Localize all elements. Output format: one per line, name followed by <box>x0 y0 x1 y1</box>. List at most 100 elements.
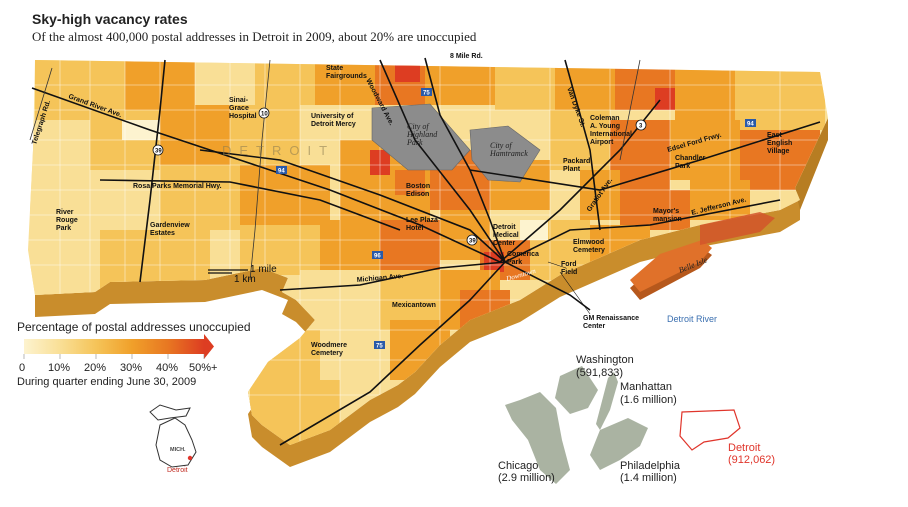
label-east-english-village: East English Village <box>767 132 792 155</box>
label-line: Detroit Mercy <box>311 121 356 128</box>
highway-75-label-south: 75 <box>376 344 383 350</box>
highway-39-shield-north <box>152 144 164 156</box>
label-detroit-inset: Detroit <box>167 467 188 474</box>
label-8-mile-rd: 8 Mile Rd. <box>450 53 483 60</box>
label-line: mansion <box>653 216 682 223</box>
label-line: Grace <box>229 105 249 112</box>
highland-park-area <box>371 103 471 171</box>
waterfront <box>700 212 775 245</box>
label-line: Center <box>583 323 605 330</box>
label-chicago: Chicago <box>498 460 538 472</box>
highway-94-label: 94 <box>278 169 285 175</box>
label-line: Field <box>561 269 577 276</box>
label-mich: MICH. <box>170 447 186 453</box>
label-michigan-ave: Michigan Ave. <box>357 273 404 284</box>
label-detroit-compare-value: (912,062) <box>728 454 775 466</box>
gm-leader-line <box>559 271 591 315</box>
label-ford-field: Ford Field <box>561 261 577 276</box>
label-line: Park <box>675 163 690 170</box>
belle-isle <box>630 240 712 300</box>
label-detroit-river: Detroit River <box>667 314 717 324</box>
label-line: Highland <box>406 130 438 139</box>
label-state-fairgrounds: State Fairgrounds <box>326 65 367 80</box>
manhattan-shape <box>596 372 618 430</box>
michigan-inset-map: MICH. Detroit <box>149 404 197 474</box>
philadelphia-shape <box>590 418 648 470</box>
label-line: GM Renaissance <box>583 315 639 322</box>
label-line: Park <box>406 138 423 147</box>
label-line: English <box>767 140 792 147</box>
label-line: Park <box>56 225 71 232</box>
legend-tick-40: 40% <box>156 362 179 374</box>
highway-3-label: 3 <box>639 124 643 130</box>
label-line: Airport <box>590 139 614 146</box>
label-mexicantown: Mexicantown <box>392 302 436 309</box>
label-philadelphia-value: (1.4 million) <box>620 472 677 484</box>
label-line: University of <box>311 113 354 120</box>
label-line: Cemetery <box>573 247 605 254</box>
highway-10-shield <box>258 107 270 119</box>
scale-bar: 1 mile 1 km <box>208 264 277 285</box>
label-line: Sinai- <box>229 97 249 104</box>
label-line: Coleman <box>590 115 620 122</box>
hamtramck-area <box>469 125 541 183</box>
legend-scale <box>23 334 214 359</box>
label-line: Gardenview <box>150 222 190 229</box>
label-line: International <box>590 131 632 138</box>
highway-94-label-east: 94 <box>747 122 754 128</box>
label-line: Comerica <box>507 251 539 258</box>
highway-75-shield-north <box>421 88 432 96</box>
label-boston-edison: Boston Edison <box>406 183 430 198</box>
highway-75-shield-south <box>374 341 385 349</box>
label-hamtramck: City of Hamtramck <box>489 141 528 158</box>
detroit-watermark: DETROIT <box>222 143 335 158</box>
label-gardenview-estates: Gardenview Estates <box>150 222 190 237</box>
highway-39-shield-south <box>466 234 478 246</box>
scale-km: 1 km <box>234 274 256 285</box>
label-line: City of <box>490 141 513 150</box>
label-river-rouge-park: River Rouge Park <box>56 209 78 232</box>
label-line: Hospital <box>229 113 257 120</box>
label-line: Detroit <box>493 224 516 231</box>
label-washington: Washington <box>576 354 634 366</box>
label-manhattan-value: (1.6 million) <box>620 394 677 406</box>
label-line: Woodmere <box>311 342 347 349</box>
legend-tick-50-plus: 50%+ <box>189 362 218 374</box>
label-line: River <box>56 209 74 216</box>
label-line: Hamtramck <box>489 149 528 158</box>
highway-39-label-south: 39 <box>469 239 476 245</box>
label-line: Boston <box>406 183 430 190</box>
highway-39-label-north: 39 <box>155 149 162 155</box>
label-coleman-young-airport: Coleman A. Young International Airport <box>590 115 632 146</box>
scale-mile: 1 mile <box>250 264 277 275</box>
label-line: Edison <box>406 191 429 198</box>
legend-tick-20: 20% <box>84 362 107 374</box>
label-line: Plant <box>563 166 581 173</box>
label-manhattan: Manhattan <box>620 381 672 393</box>
label-line: Packard <box>563 158 590 165</box>
label-line: Center <box>493 240 515 247</box>
city-size-comparison: Washington (591,833) Manhattan (1.6 mill… <box>498 354 775 484</box>
label-mayors-mansion: Mayor's mansion <box>653 208 682 223</box>
highway-75-label-north: 75 <box>423 91 430 97</box>
label-washington-value: (591,833) <box>576 367 623 379</box>
highway-94-shield-east <box>745 119 756 127</box>
highway-3-shield <box>635 119 647 131</box>
label-highland-park: City of Highland Park <box>406 122 438 147</box>
label-line: Estates <box>150 230 175 237</box>
label-detroit-medical-center: Detroit Medical Center <box>493 224 519 247</box>
map-subtitle: Of the almost 400,000 postal addresses i… <box>32 29 477 44</box>
label-line: State <box>326 65 343 72</box>
label-detroit-compare: Detroit <box>728 442 760 454</box>
highway-shields: 39 10 75 94 96 39 3 94 75 <box>152 88 756 350</box>
minor-roads <box>29 59 641 281</box>
legend-tick-30: 30% <box>120 362 143 374</box>
ford-field-leader-line <box>547 261 567 269</box>
label-line: Lee Plaza <box>406 217 438 224</box>
label-line: City of <box>407 122 430 131</box>
label-line: Park <box>507 259 522 266</box>
highway-96-shield <box>372 251 383 259</box>
legend-title: Percentage of postal addresses unoccupie… <box>17 320 251 334</box>
label-gm-renaissance-center: GM Renaissance Center <box>583 315 639 330</box>
label-line: Elmwood <box>573 239 604 246</box>
